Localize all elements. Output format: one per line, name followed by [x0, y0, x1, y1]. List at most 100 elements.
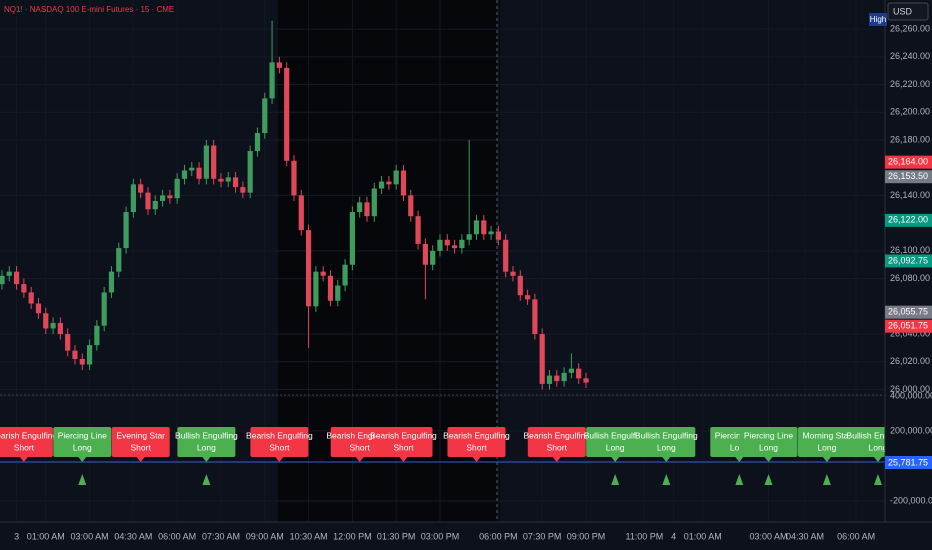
signal-arrow — [662, 474, 671, 485]
price-label: 26,051.75 — [888, 321, 928, 331]
candle-body — [451, 245, 458, 249]
candle-body — [145, 192, 151, 210]
candle-body — [116, 248, 122, 272]
signal-box — [739, 427, 798, 457]
candle-body — [101, 292, 107, 326]
candle-body — [510, 271, 516, 276]
y-tick-label: 26,100.00 — [890, 245, 930, 255]
signal-pattern: Morning Star — [803, 430, 852, 440]
axes: 26,000.00 26,020.00 26,040.00 26,080.00 26,1… — [14, 23, 932, 541]
x-tick-label: 4 — [671, 531, 676, 541]
candle-body — [576, 368, 582, 379]
candle-body — [6, 271, 12, 276]
signal: Piercing Line Long — [53, 427, 112, 485]
signal-pointer — [764, 457, 773, 462]
candle-body — [539, 334, 545, 384]
x-tick-label: 04:30 AM — [114, 531, 152, 541]
price-label: 26,122.00 — [888, 215, 928, 225]
signal-direction: Short — [269, 442, 290, 452]
signal-direction: Short — [466, 442, 487, 452]
signal-pattern: Bullish Engulfing — [847, 430, 910, 440]
signal-box — [374, 427, 433, 457]
candle-body — [203, 145, 209, 179]
candle-body — [269, 62, 275, 99]
candle-body — [35, 303, 42, 314]
line-label: 25,781.75 — [888, 457, 928, 467]
candle-body — [72, 350, 78, 359]
signal: Bearish Engulfing Short — [370, 427, 437, 462]
price-label-box — [885, 254, 932, 268]
candle-body — [298, 195, 304, 231]
candle-body — [503, 239, 509, 272]
signal-pattern: Bearish Engulfing — [523, 430, 590, 440]
x-tick-label: 12:00 PM — [333, 531, 372, 541]
candle-body — [189, 167, 195, 171]
candle-body — [86, 345, 93, 365]
candle-body — [276, 62, 282, 68]
signal: Morning Star Long — [797, 427, 856, 485]
candle-body — [305, 230, 312, 307]
signal-pointer — [355, 457, 364, 462]
candle-body — [532, 299, 538, 335]
signal-direction: Short — [547, 442, 568, 452]
signal-pointer — [19, 457, 28, 462]
y-tick-label: 400,000.00 — [890, 390, 932, 400]
signal-pointer — [472, 457, 481, 462]
x-tick-label: 09:00 PM — [567, 531, 606, 541]
signal-pointer — [822, 457, 831, 462]
price-label-box — [885, 170, 932, 184]
signal-pointer — [202, 457, 211, 462]
candle-body — [473, 220, 480, 235]
candle-body — [152, 200, 158, 210]
currency-button[interactable] — [887, 2, 929, 21]
signal-direction: Long — [869, 442, 888, 452]
candle-body — [327, 275, 334, 301]
y-tick-label: 26,140.00 — [890, 190, 930, 200]
signal-box — [177, 427, 236, 457]
signal-direction: Short — [350, 442, 371, 452]
signal: Bearish Engulfing Short — [326, 427, 393, 462]
candle-body — [262, 98, 268, 134]
candle-body — [400, 170, 407, 196]
signal-pattern: Piercing Line — [58, 430, 107, 440]
candle-body — [284, 67, 290, 161]
currency[interactable]: USD — [893, 6, 913, 16]
signal-direction: Long — [657, 442, 676, 452]
price-label: 26,092.75 — [888, 255, 928, 265]
y-tick-label: -200,000.00 — [890, 495, 932, 505]
signal-direction: Short — [393, 442, 414, 452]
candle-body — [65, 334, 71, 351]
signal-box — [447, 427, 506, 457]
x-tick-label: 06:00 PM — [479, 531, 518, 541]
signal-direction: Long — [73, 442, 92, 452]
signal-direction: Long — [730, 442, 749, 452]
candle-body — [291, 160, 297, 196]
candle-body — [430, 250, 436, 265]
signal: Bullish Engulfing Long — [847, 427, 910, 485]
y-tick-label: 26,260.00 — [890, 23, 930, 33]
x-tick-label: 01:30 PM — [377, 531, 416, 541]
signal-pattern: Bearish Engulfing — [370, 430, 437, 440]
high-tag: High — [870, 15, 886, 24]
candle-body — [123, 212, 129, 249]
signal-pointer — [136, 457, 145, 462]
y-tick-label: 26,220.00 — [890, 79, 930, 89]
candle-body — [466, 234, 472, 240]
y-tick-label: 26,200.00 — [890, 107, 930, 117]
signal: Bullish Engulfing Long — [635, 427, 698, 485]
signal: Bullish Engulfing Long — [175, 427, 238, 485]
candle-body — [43, 313, 49, 329]
signal-direction: Long — [817, 442, 836, 452]
signal: Bearish Engulfing Short — [0, 427, 57, 462]
signal-direction: Long — [759, 442, 778, 452]
signal: Bearish Engulfing Short — [523, 427, 590, 462]
x-tick-label: 3 — [14, 531, 19, 541]
price-label: 26,164.00 — [888, 157, 928, 167]
candle-body — [167, 195, 173, 199]
signal: Bullish Engulfing Long — [584, 427, 647, 485]
candle-body — [240, 187, 246, 193]
candle-body — [378, 181, 385, 189]
x-tick-label: 10:30 AM — [290, 531, 328, 541]
candle-body — [174, 178, 180, 199]
signal-pattern: Bullish Engulfing — [584, 430, 647, 440]
